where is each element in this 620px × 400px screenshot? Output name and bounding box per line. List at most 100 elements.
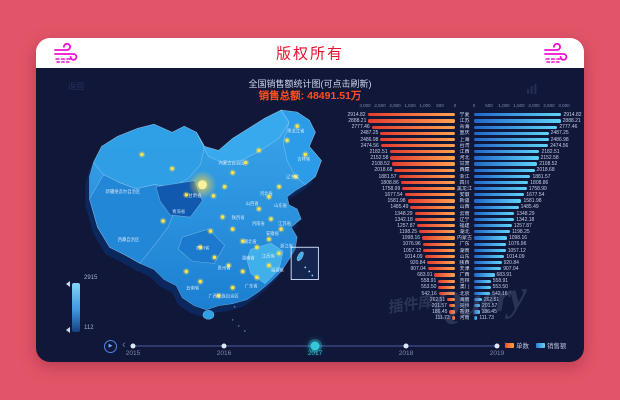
bar-right-重庆[interactable] — [474, 131, 549, 135]
bar-left-吉林[interactable] — [438, 279, 455, 283]
legend-item-销售额[interactable]: 销售额 — [536, 340, 567, 350]
back-button[interactable]: 返回 — [68, 82, 84, 91]
bar-right-广西[interactable] — [474, 273, 495, 277]
bar-right-辽宁[interactable] — [474, 217, 515, 222]
bar-left-香港[interactable] — [449, 310, 455, 314]
scatter-dot[interactable] — [212, 255, 217, 260]
bar-left-河北[interactable] — [390, 156, 455, 160]
bar-right-四川[interactable] — [474, 180, 529, 185]
timeline-dot-2019[interactable] — [494, 343, 500, 349]
scatter-dot[interactable] — [267, 263, 271, 268]
bar-left-河南[interactable] — [451, 316, 455, 320]
visualmap-handle-bottom[interactable] — [66, 327, 70, 333]
scatter-dot[interactable] — [277, 251, 281, 256]
china-map[interactable]: 新疆维吾尔自治区 西藏自治区 青海省 甘肃省 内蒙古自治区 黑龙江省 吉林省 辽宁省 河北省 山西… — [80, 98, 345, 335]
bar-right-黑龙江[interactable] — [474, 187, 527, 191]
bar-right-内蒙古[interactable] — [474, 236, 507, 240]
bar-left-福建[interactable] — [417, 224, 455, 228]
bar-right-陕西[interactable] — [474, 261, 502, 265]
map-land[interactable] — [89, 109, 322, 320]
bar-left-上海[interactable] — [380, 137, 455, 142]
bar-left-浙江[interactable] — [398, 174, 455, 178]
bar-left-广东[interactable] — [422, 242, 455, 246]
bar-right-河北[interactable] — [474, 156, 539, 160]
bar-right-福建[interactable] — [474, 224, 512, 228]
bar-left-山西[interactable] — [410, 205, 455, 209]
bar-left-新疆[interactable] — [407, 199, 455, 203]
bar-right-江苏[interactable] — [474, 119, 561, 123]
scatter-dot[interactable] — [293, 174, 297, 179]
scatter-dot[interactable] — [170, 166, 174, 171]
bar-right-澳门[interactable] — [474, 285, 491, 289]
visualmap-handle-top[interactable] — [66, 281, 70, 287]
scatter-dot[interactable] — [255, 275, 259, 280]
scatter-dot[interactable] — [303, 152, 307, 157]
scatter-dot[interactable] — [226, 263, 231, 268]
scatter-dot[interactable] — [267, 237, 271, 241]
scatter-dot[interactable] — [257, 148, 261, 153]
bar-right-北京[interactable] — [474, 291, 491, 296]
bar-right-广东[interactable] — [474, 242, 507, 246]
bar-right-新疆[interactable] — [474, 199, 522, 203]
bar-right-河南[interactable] — [474, 316, 478, 320]
bar-right-天津[interactable] — [474, 267, 502, 271]
bar-right-甘肃[interactable] — [474, 162, 538, 166]
bar-left-江西[interactable] — [389, 150, 455, 154]
bar-right-湖北[interactable] — [474, 230, 510, 234]
bar-left-天津[interactable] — [427, 267, 455, 271]
bar-right-海南[interactable] — [474, 298, 482, 302]
chart-title[interactable]: 全国销售额统计图(可点击刷新) — [248, 79, 372, 89]
scatter-dot[interactable] — [208, 229, 213, 233]
scatter-dot[interactable] — [230, 285, 235, 290]
bar-left-青海[interactable] — [371, 125, 455, 129]
bar-right-云南[interactable] — [474, 211, 515, 215]
bar-left-安徽[interactable] — [404, 193, 455, 197]
scatter-dot[interactable] — [230, 227, 235, 231]
bar-right-浙江[interactable] — [474, 174, 531, 178]
bar-left-云南[interactable] — [414, 211, 455, 215]
scatter-dot[interactable] — [255, 245, 259, 249]
bar-right-山东[interactable] — [474, 254, 505, 259]
bar-right-西藏[interactable] — [474, 168, 535, 172]
scatter-dot[interactable] — [161, 219, 165, 223]
bar-left-陕西[interactable] — [427, 261, 455, 265]
scatter-dot[interactable] — [279, 227, 283, 231]
bar-left-湖南[interactable] — [423, 248, 455, 252]
bar-right-上海[interactable] — [474, 137, 549, 142]
bar-left-宁夏[interactable] — [367, 113, 455, 117]
bar-left-西藏[interactable] — [394, 168, 455, 172]
play-button[interactable]: ▶ — [104, 340, 117, 353]
bar-right-吉林[interactable] — [474, 279, 491, 283]
bar-right-湖南[interactable] — [474, 248, 506, 252]
bar-left-四川[interactable] — [400, 180, 455, 185]
bar-left-台湾[interactable] — [380, 144, 455, 148]
bar-left-澳门[interactable] — [438, 285, 455, 289]
scatter-dot[interactable] — [198, 279, 203, 284]
scatter-dot[interactable] — [222, 185, 227, 189]
bar-right-青海[interactable] — [474, 125, 558, 129]
scatter-dot[interactable] — [269, 217, 273, 221]
scatter-dot[interactable] — [244, 160, 248, 165]
bar-right-贵州[interactable] — [474, 304, 481, 308]
timeline-dot-2015[interactable] — [130, 343, 136, 349]
bar-left-山东[interactable] — [424, 254, 455, 259]
bar-left-辽宁[interactable] — [414, 217, 455, 222]
bar-left-内蒙古[interactable] — [422, 236, 455, 240]
scatter-dot[interactable] — [184, 193, 188, 197]
scatter-dot[interactable] — [241, 269, 245, 274]
bar-left-广西[interactable] — [434, 273, 455, 277]
bar-left-江苏[interactable] — [368, 119, 455, 123]
legend-item-单数[interactable]: 单数 — [505, 340, 529, 350]
timeline-prev-icon[interactable]: ‹ — [122, 339, 126, 351]
scatter-dot[interactable] — [220, 215, 225, 219]
timeline-dot-2016[interactable] — [221, 343, 227, 349]
scatter-dot[interactable] — [257, 207, 261, 211]
bar-left-重庆[interactable] — [380, 131, 455, 135]
bar-right-江西[interactable] — [474, 150, 540, 154]
scatter-dot[interactable] — [140, 152, 144, 157]
scatter-dot[interactable] — [295, 124, 299, 128]
timeline-dot-2018[interactable] — [403, 343, 409, 349]
scatter-dot[interactable] — [198, 245, 203, 249]
scatter-dot[interactable] — [241, 239, 245, 243]
bar-left-海南[interactable] — [447, 298, 455, 302]
